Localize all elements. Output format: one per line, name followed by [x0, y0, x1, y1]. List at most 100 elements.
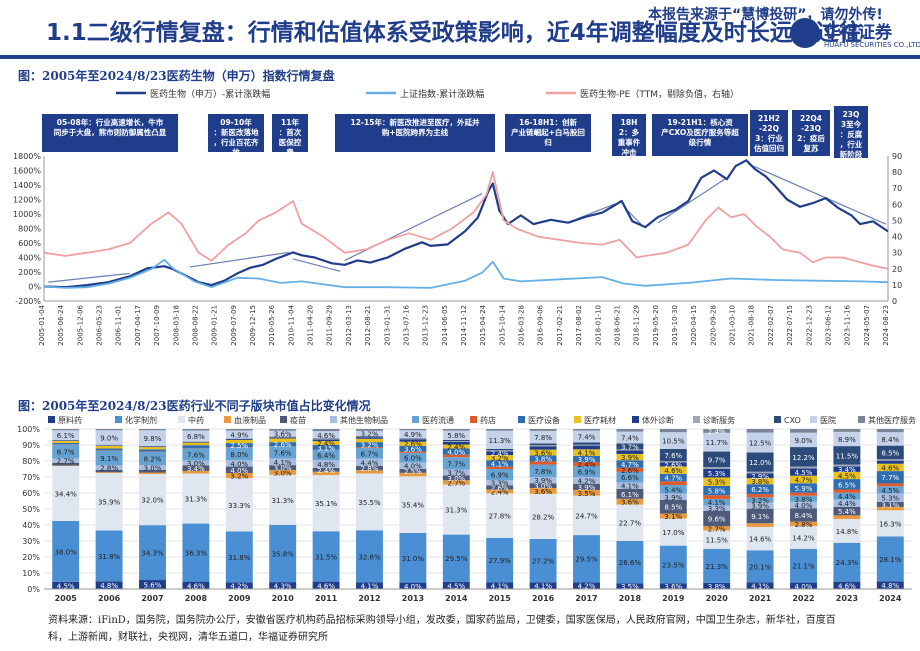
bar-segment [312, 429, 340, 432]
bar-segment [312, 475, 340, 532]
bar-segment [356, 470, 383, 474]
data-label: 4.6% [664, 467, 682, 475]
data-label: 9.7% [708, 456, 726, 464]
bar-segment [703, 432, 731, 452]
bar-segment [139, 446, 166, 448]
bar-segment [95, 530, 123, 582]
y-tick-label-1: 10% [22, 569, 40, 578]
x-tick-label-1: 2005-06-24 [57, 304, 65, 345]
data-label: 35.4% [402, 502, 425, 510]
data-label: 2.6% [404, 441, 422, 449]
data-label: 3.0% [144, 464, 162, 472]
data-label: 12.0% [749, 459, 772, 467]
bar-segment [225, 438, 253, 440]
bar-segment [746, 497, 774, 503]
trend-arrow-5 [627, 210, 642, 225]
data-label: 32.6% [358, 553, 381, 561]
y2-tick-label-6: 60 [892, 200, 902, 209]
data-label: 2.5% [404, 468, 422, 476]
y-tick-label-7: 70% [22, 473, 40, 482]
y-tick-label-5: 800% [18, 225, 41, 234]
data-label: 4.5% [795, 469, 813, 477]
bar-segment [399, 472, 427, 477]
page-header: 1.1二级行情复盘：行情和估值体系受政策影响，近4年调整幅度及时长远超过往 本报… [0, 0, 920, 62]
bar-segment [312, 431, 340, 439]
x-tick-label-0: 2005-01-04 [38, 304, 46, 345]
annotation-box-0 [42, 114, 178, 152]
bar-segment [876, 581, 904, 589]
bar-segment [182, 430, 210, 442]
brand-logo: 华福证券 HUAFU SECURITIES CO.,LTD. [790, 16, 920, 56]
series-line-0 [43, 159, 889, 289]
bar-segment [182, 442, 210, 446]
bar-segment [486, 537, 514, 583]
bar-segment [746, 484, 774, 495]
x-tick-label-12: 2010-05-26 [268, 304, 276, 345]
data-label: 4.1% [534, 583, 552, 591]
data-label: 24.7% [575, 512, 598, 520]
bar-segment [356, 438, 383, 443]
x-tick-label-27: 2017-02-21 [556, 305, 564, 346]
bar-segment [139, 449, 166, 452]
data-label: 8.7% [57, 448, 75, 456]
bar-segment [225, 429, 253, 431]
data-label: 2.4% [317, 467, 335, 475]
bar-segment [182, 429, 210, 431]
data-label: 2.4% [491, 488, 509, 496]
bar-segment [95, 469, 123, 473]
y-tick-label-3: 400% [18, 254, 41, 263]
bar-segment [746, 526, 774, 551]
data-label: 4.9% [404, 431, 422, 439]
bar-segment [833, 492, 861, 500]
data-label: 14.2% [792, 534, 815, 542]
bar-segment [139, 430, 166, 446]
data-label: 12.5% [749, 440, 772, 448]
data-label: 4.5% [447, 582, 465, 590]
data-label: 9.0% [795, 437, 813, 445]
bar-segment [790, 432, 817, 448]
legend-swatch-1 [115, 416, 122, 423]
bar-segment [616, 471, 644, 483]
data-label: 6.5% [838, 481, 856, 489]
x-tick-label-11: 2009-12-15 [249, 305, 257, 346]
x-tick-label-6: 2007-10-09 [153, 305, 161, 346]
bar-segment [225, 460, 253, 467]
bar-segment [659, 429, 687, 433]
y-tick-label-8: 80% [22, 457, 40, 466]
data-label: 31.3% [272, 497, 295, 505]
bar-segment [312, 441, 340, 445]
data-label: 4.8% [100, 582, 118, 590]
data-label: 7.8% [534, 468, 552, 476]
x-tick-label-12: 2017 [575, 594, 597, 603]
data-label: 3.8% [751, 478, 769, 486]
y-tick-label-4: 40% [22, 521, 40, 530]
data-label: 4.2% [578, 583, 596, 591]
bar-segment [225, 439, 253, 444]
bar-segment [139, 472, 166, 474]
data-label: 7.4% [621, 434, 639, 442]
data-label: 3.0% [534, 483, 552, 491]
data-label: 5.4% [838, 508, 856, 516]
bar-segment [52, 430, 80, 441]
data-label: 5.9% [795, 485, 813, 493]
legend-swatch-6 [412, 416, 419, 423]
bar-segment [225, 582, 253, 589]
data-label: 2.5% [230, 442, 248, 450]
data-label: 2.4% [578, 461, 596, 469]
bar-segment [573, 477, 600, 484]
bar-segment [269, 474, 297, 525]
bar-segment [269, 465, 297, 470]
legend-label-5: 其他生物制品 [340, 415, 388, 425]
annotation-text-0: 05-08年：行业高速增长，牛市同步于大盘，熊市则防御属性凸显 [54, 117, 167, 137]
legend-label-3: 血液制品 [234, 415, 266, 425]
bar-segment [659, 449, 687, 462]
annotation-text-1: 09-10年：新医改落地，行业百花齐放 [214, 117, 259, 157]
bar-segment [95, 445, 123, 449]
bar-segment [833, 499, 861, 507]
legend-label-7: 药店 [480, 415, 496, 425]
y-tick-label-3: 30% [22, 537, 40, 546]
x-tick-label-26: 2016-09-06 [537, 304, 545, 345]
bar-segment [529, 429, 557, 431]
bar-segment [356, 447, 383, 449]
data-label: 22.7% [619, 520, 642, 528]
